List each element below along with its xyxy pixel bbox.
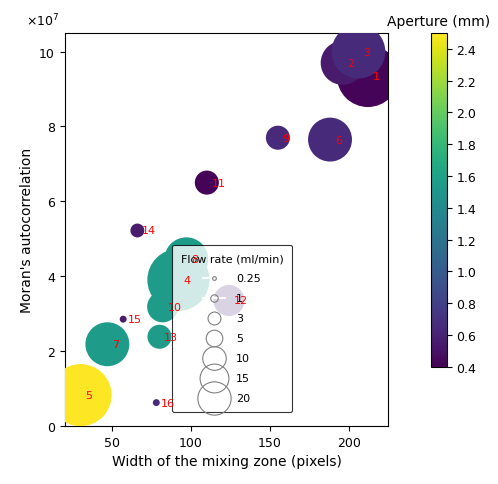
Point — [77, 392, 85, 399]
Text: 8: 8 — [191, 255, 198, 265]
Y-axis label: Moran's autocorrelation: Moran's autocorrelation — [19, 148, 33, 312]
Point — [104, 341, 112, 348]
Text: 15: 15 — [128, 315, 142, 324]
Point — [159, 303, 167, 311]
Point — [155, 333, 163, 341]
Text: 7: 7 — [112, 340, 119, 349]
Point — [225, 297, 233, 305]
Text: 3: 3 — [363, 47, 370, 58]
Point — [174, 276, 182, 284]
Point — [182, 256, 190, 264]
Point — [274, 135, 282, 142]
Point — [119, 316, 127, 323]
Text: 16: 16 — [161, 398, 175, 408]
Text: 10: 10 — [167, 302, 181, 312]
Text: 1: 1 — [373, 72, 379, 82]
Point — [326, 136, 334, 144]
Text: 2: 2 — [348, 59, 355, 69]
Point — [152, 399, 160, 407]
Legend: 0.25, 1, 3, 5, 10, 15, 20: 0.25, 1, 3, 5, 10, 15, 20 — [172, 245, 292, 412]
Text: $\times10^7$: $\times10^7$ — [26, 13, 59, 29]
X-axis label: Width of the mixing zone (pixels): Width of the mixing zone (pixels) — [112, 454, 342, 468]
Text: 9: 9 — [283, 134, 290, 143]
Point — [364, 73, 372, 81]
Text: 11: 11 — [212, 178, 226, 188]
Point — [339, 60, 347, 68]
Point — [203, 180, 211, 187]
Point — [355, 49, 363, 57]
Text: 4: 4 — [183, 275, 190, 285]
Text: 6: 6 — [335, 136, 342, 145]
Point — [133, 227, 141, 235]
Text: 14: 14 — [142, 226, 156, 236]
Text: 12: 12 — [234, 296, 248, 306]
Title: Aperture (mm): Aperture (mm) — [387, 15, 490, 29]
Text: 5: 5 — [85, 390, 92, 400]
Text: 13: 13 — [164, 332, 178, 342]
